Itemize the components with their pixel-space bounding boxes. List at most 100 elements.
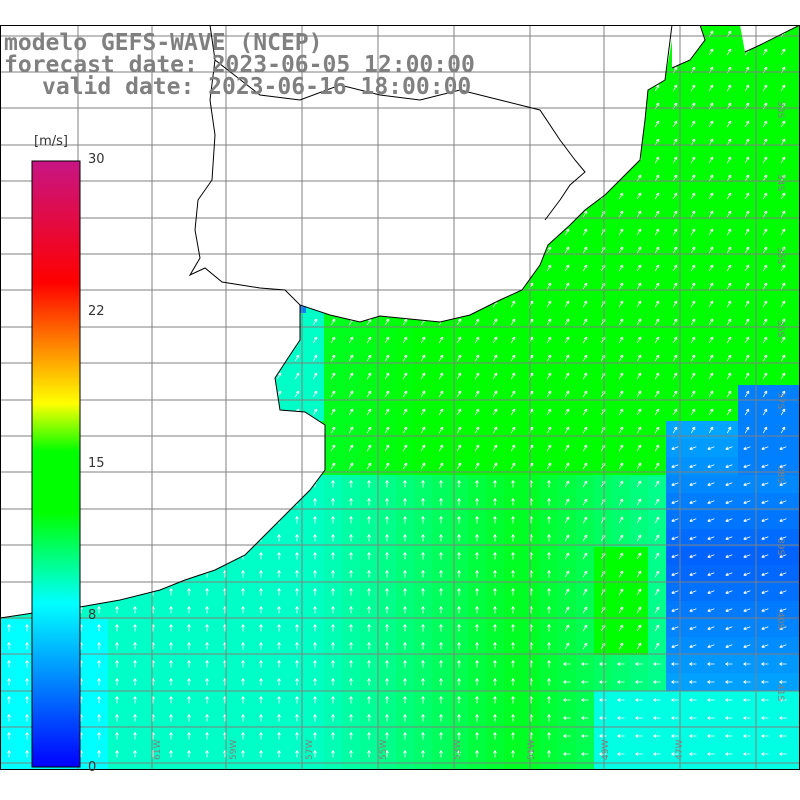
wind-arrow (492, 408, 498, 416)
wind-arrow (707, 518, 715, 523)
wind-arrow (439, 480, 443, 488)
wind-arrow (672, 426, 678, 434)
wind-arrow (707, 644, 715, 649)
wind-arrow (205, 696, 209, 704)
wind-arrow (259, 750, 263, 758)
wind-arrow (582, 534, 588, 542)
wind-arrow (115, 732, 119, 740)
wind-arrow (636, 246, 642, 254)
wind-arrow (294, 354, 300, 362)
wind-arrow (295, 642, 299, 650)
wind-arrow (420, 336, 426, 344)
wind-arrow (582, 570, 588, 578)
wind-arrow (457, 732, 461, 740)
wind-arrow (402, 372, 408, 380)
wind-cell (108, 763, 126, 770)
wind-arrow (511, 678, 515, 686)
wind-arrow (653, 680, 661, 684)
wind-arrow (421, 660, 425, 668)
latitude-label: 38S (775, 466, 785, 483)
wind-arrow (331, 588, 335, 596)
wind-arrow (690, 228, 696, 236)
wind-arrow (439, 516, 443, 524)
wind-arrow (456, 336, 462, 344)
latitude-label: 35S (775, 247, 785, 264)
wind-arrow (690, 426, 696, 434)
wind-arrow (493, 480, 497, 488)
wind-arrow (475, 732, 479, 740)
wind-arrow (457, 588, 461, 596)
wind-arrow (438, 390, 444, 398)
wind-arrow (563, 662, 571, 666)
wind-arrow (582, 606, 588, 614)
wind-arrow (97, 624, 101, 632)
wind-arrow (384, 390, 390, 398)
wind-arrow (618, 534, 624, 542)
wind-arrow (654, 516, 660, 524)
wind-arrow (690, 210, 696, 218)
wind-cell (792, 763, 800, 770)
wind-arrow (708, 174, 714, 182)
wind-arrow (689, 680, 697, 684)
wind-arrow (115, 678, 119, 686)
wind-arrow (689, 644, 697, 649)
wind-arrow (205, 606, 209, 614)
wind-arrow (618, 624, 624, 632)
wind-arrow (690, 336, 696, 344)
colorbar-tick-22: 22 (88, 304, 105, 319)
wind-arrow (618, 318, 624, 326)
wind-arrow (707, 590, 715, 595)
wind-arrow (780, 246, 786, 254)
wind-arrow (475, 480, 479, 488)
wind-arrow (402, 354, 408, 362)
wind-arrow (654, 534, 660, 542)
wind-arrow (618, 282, 624, 290)
wind-arrow (761, 536, 769, 541)
wind-arrow (725, 482, 733, 487)
wind-arrow (726, 120, 732, 128)
wind-arrow (349, 552, 353, 560)
wind-arrow (277, 732, 281, 740)
wind-arrow (689, 572, 697, 577)
wind-arrow (635, 662, 643, 666)
wind-arrow (690, 282, 696, 290)
wind-arrow (241, 624, 245, 632)
wind-arrow (493, 498, 497, 506)
wind-arrow (636, 354, 642, 362)
wind-arrow (546, 426, 552, 434)
wind-arrow (493, 588, 497, 596)
wind-arrow (761, 554, 769, 559)
wind-arrow (277, 624, 281, 632)
wind-arrow (636, 624, 642, 632)
wind-arrow (708, 408, 714, 416)
wind-arrow (618, 210, 624, 218)
wind-arrow (384, 408, 390, 416)
wind-arrow (457, 498, 461, 506)
wind-arrow (762, 138, 768, 146)
wind-arrow (349, 624, 353, 632)
wind-arrow (636, 444, 642, 452)
wind-cell (0, 763, 18, 770)
wind-arrow (403, 750, 407, 758)
wind-arrow (330, 426, 336, 434)
wind-arrow (762, 210, 768, 218)
wind-arrow (689, 608, 697, 613)
wind-arrow (708, 210, 714, 218)
wind-arrow (349, 714, 353, 722)
wind-arrow (366, 408, 372, 416)
wind-cell (792, 61, 800, 79)
wind-arrow (582, 228, 588, 236)
wind-cell (198, 763, 216, 770)
wind-arrow (475, 570, 479, 578)
wind-arrow (708, 426, 714, 434)
wind-arrow (295, 750, 299, 758)
wind-arrow (546, 282, 552, 290)
wind-arrow (582, 336, 588, 344)
wind-arrow (457, 516, 461, 524)
wind-arrow (654, 570, 660, 578)
wind-arrow (187, 606, 191, 614)
wind-arrow (708, 336, 714, 344)
wind-cell (720, 763, 738, 770)
wind-arrow (97, 606, 101, 614)
wind-arrow (133, 606, 137, 614)
